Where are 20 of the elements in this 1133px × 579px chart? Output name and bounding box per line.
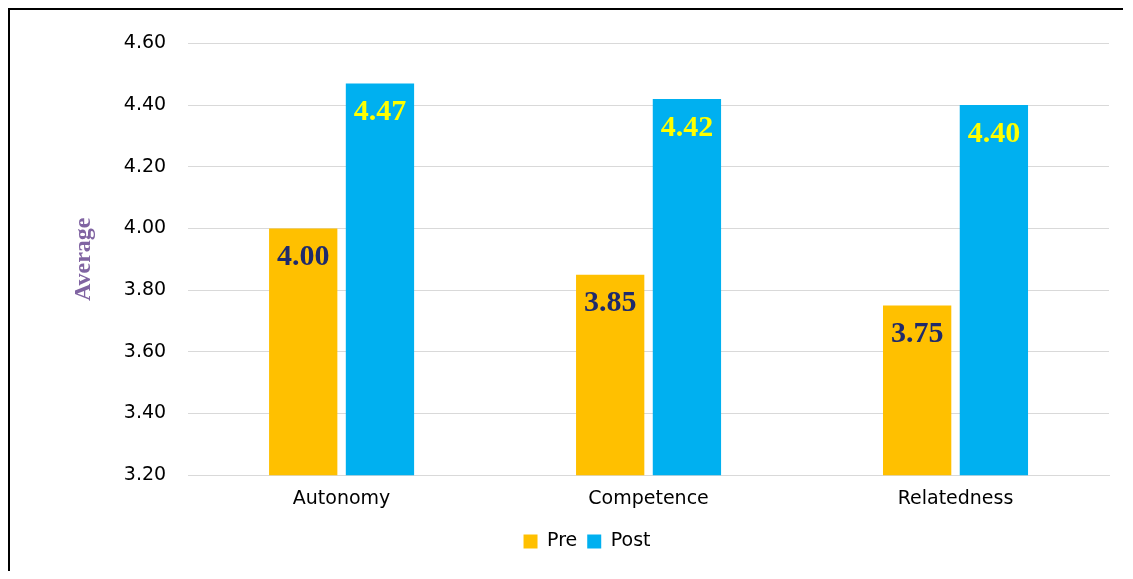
y-tick-label: 3.20 xyxy=(123,462,167,485)
data-label: 3.85 xyxy=(583,284,637,318)
y-tick-label: 3.80 xyxy=(123,277,167,300)
data-label: 4.40 xyxy=(967,114,1021,148)
data-label: 3.75 xyxy=(890,315,944,349)
y-tick-label: 4.60 xyxy=(123,30,167,53)
data-label: 4.00 xyxy=(276,238,330,272)
y-tick-label: 4.00 xyxy=(123,215,167,238)
x-tick-label: Autonomy xyxy=(292,485,391,508)
x-tick-label: Relatedness xyxy=(897,485,1014,508)
y-tick-label: 3.60 xyxy=(123,338,167,361)
y-tick-label: 4.20 xyxy=(123,153,167,176)
y-tick-label: 3.40 xyxy=(123,400,167,423)
data-label: 4.42 xyxy=(660,108,714,142)
legend-label: Post xyxy=(610,528,651,551)
data-label: 4.47 xyxy=(353,93,407,127)
x-tick-label: Competence xyxy=(588,485,709,508)
y-axis-title: Average xyxy=(68,217,95,302)
legend-label: Pre xyxy=(547,528,578,551)
y-tick-label: 4.40 xyxy=(123,92,167,115)
